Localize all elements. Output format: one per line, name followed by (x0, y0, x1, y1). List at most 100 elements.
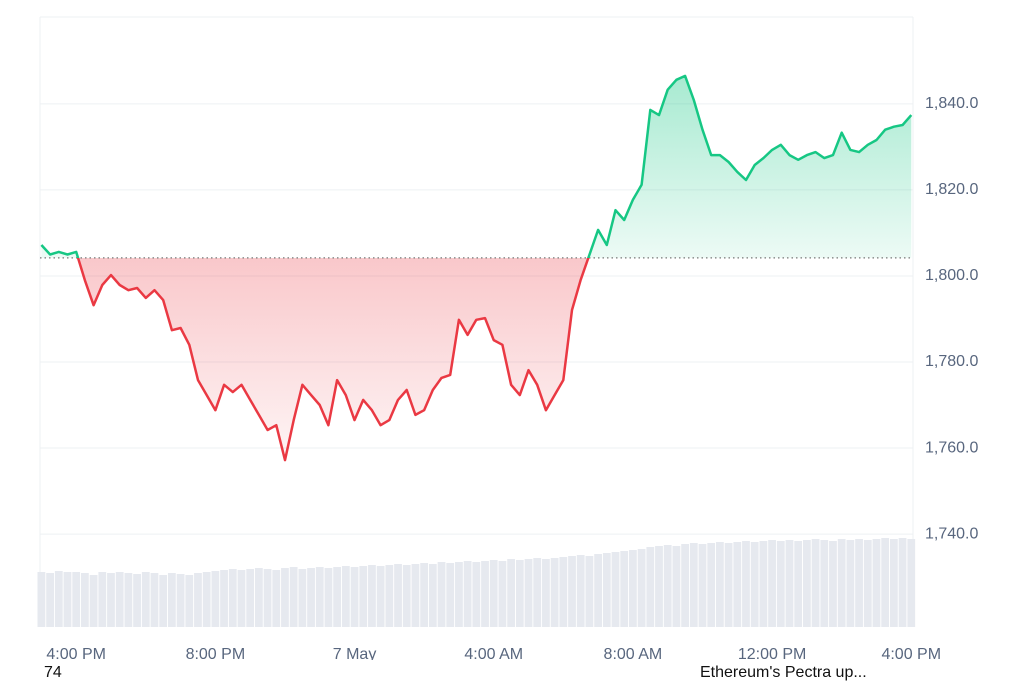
volume-bar (846, 540, 855, 627)
volume-bar (455, 562, 463, 627)
volume-bar (481, 561, 489, 627)
x-tick-label: 7 May (333, 646, 377, 660)
volume-bar (46, 573, 54, 627)
footer-headline[interactable]: Ethereum's Pectra up... (700, 664, 867, 681)
volume-bar (411, 564, 420, 627)
volume-bar (776, 541, 785, 627)
volume-bar (802, 540, 811, 627)
volume-bar (620, 551, 629, 627)
volume-bar (576, 555, 585, 627)
x-tick-label: 12:00 PM (738, 646, 806, 660)
volume-bar (359, 566, 368, 627)
volume-bar (333, 567, 342, 627)
chart: 1,740.0 1,760.0 1,780.0 1,800.0 1,820.0 1,840… (37, 16, 978, 660)
volume-bar (750, 542, 759, 627)
volume-bar (324, 568, 333, 627)
volume-bar (211, 571, 220, 627)
volume-bar (115, 572, 124, 627)
volume-bar (376, 566, 385, 627)
volume-bar (394, 564, 402, 627)
volume-bar (568, 556, 576, 627)
volume-bar (672, 546, 681, 627)
volume-bar (133, 574, 141, 627)
volume-bar (124, 573, 133, 627)
volume-bar (107, 573, 115, 627)
volume-bar (159, 575, 168, 627)
volume-bar (889, 539, 898, 627)
volume-bar (254, 568, 263, 627)
volume-bar (489, 560, 498, 627)
volume-bar (794, 541, 803, 627)
volume-bar (515, 560, 524, 627)
volume-bar (533, 558, 542, 627)
volume-bar (742, 541, 750, 627)
volume-bar (855, 539, 863, 627)
x-tick-label: 4:00 PM (46, 646, 106, 660)
volume-bar (655, 546, 663, 627)
volume-bar (315, 567, 324, 627)
volume-bar (437, 562, 446, 627)
y-tick-label: 1,840.0 (925, 95, 978, 112)
volume-bar (898, 538, 907, 627)
volume-bar (141, 572, 150, 627)
volume-bar (150, 573, 159, 627)
volume-bar (289, 567, 298, 627)
volume-bar (246, 569, 255, 627)
volume-bar (281, 568, 289, 627)
volume-bar (907, 539, 916, 627)
volume-bar (594, 554, 602, 627)
y-tick-label: 1,760.0 (925, 439, 978, 456)
volume-bar (72, 572, 81, 627)
volume-bar (585, 556, 594, 627)
volume-bar (368, 565, 376, 627)
volume-bar (663, 545, 672, 627)
volume-bar (37, 572, 46, 627)
volume-bar (689, 543, 698, 627)
area-fill (41, 75, 912, 461)
volume-bar (698, 544, 707, 627)
volume-bar (646, 547, 655, 627)
volume-bar (385, 565, 394, 627)
volume-bar (341, 566, 350, 627)
volume-bar (550, 558, 559, 627)
volume-bar (872, 539, 881, 627)
volume-bar (89, 575, 98, 627)
volume-bar (237, 570, 246, 627)
volume-bar (185, 575, 194, 627)
x-tick-label: 4:00 PM (881, 646, 941, 660)
volume-bar (498, 561, 507, 627)
volume-bar (629, 550, 637, 627)
y-tick-label: 1,740.0 (925, 525, 978, 542)
volume-bar (637, 549, 646, 627)
volume-bar (811, 539, 820, 627)
volume-bar (228, 569, 237, 627)
volume-bar (54, 571, 63, 627)
volume-bar (167, 573, 176, 627)
volume-bar (98, 572, 107, 627)
volume-bar (80, 573, 89, 627)
price-line (40, 74, 913, 462)
volume-bar (707, 543, 716, 627)
volume-bar (611, 552, 620, 627)
y-tick-label: 1,820.0 (925, 181, 978, 198)
volume-bar (863, 540, 872, 627)
volume-bar (176, 574, 185, 627)
volume-bar (820, 540, 829, 627)
volume-bar (602, 553, 611, 627)
y-tick-label: 1,800.0 (925, 267, 978, 284)
volume-bar (220, 570, 228, 627)
volume-bar (420, 563, 429, 627)
volume-bar (524, 559, 533, 627)
volume-bar (402, 565, 411, 627)
volume-bar (881, 538, 890, 627)
volume-bar (202, 572, 211, 627)
volume-bar (63, 572, 72, 627)
volume-bar (307, 568, 315, 627)
volume-bar (785, 540, 794, 627)
volume-bar (724, 543, 733, 627)
volume-bar (507, 559, 516, 627)
volume-bar (350, 567, 359, 627)
volume-bar (472, 562, 481, 627)
volume-bar (298, 569, 307, 627)
